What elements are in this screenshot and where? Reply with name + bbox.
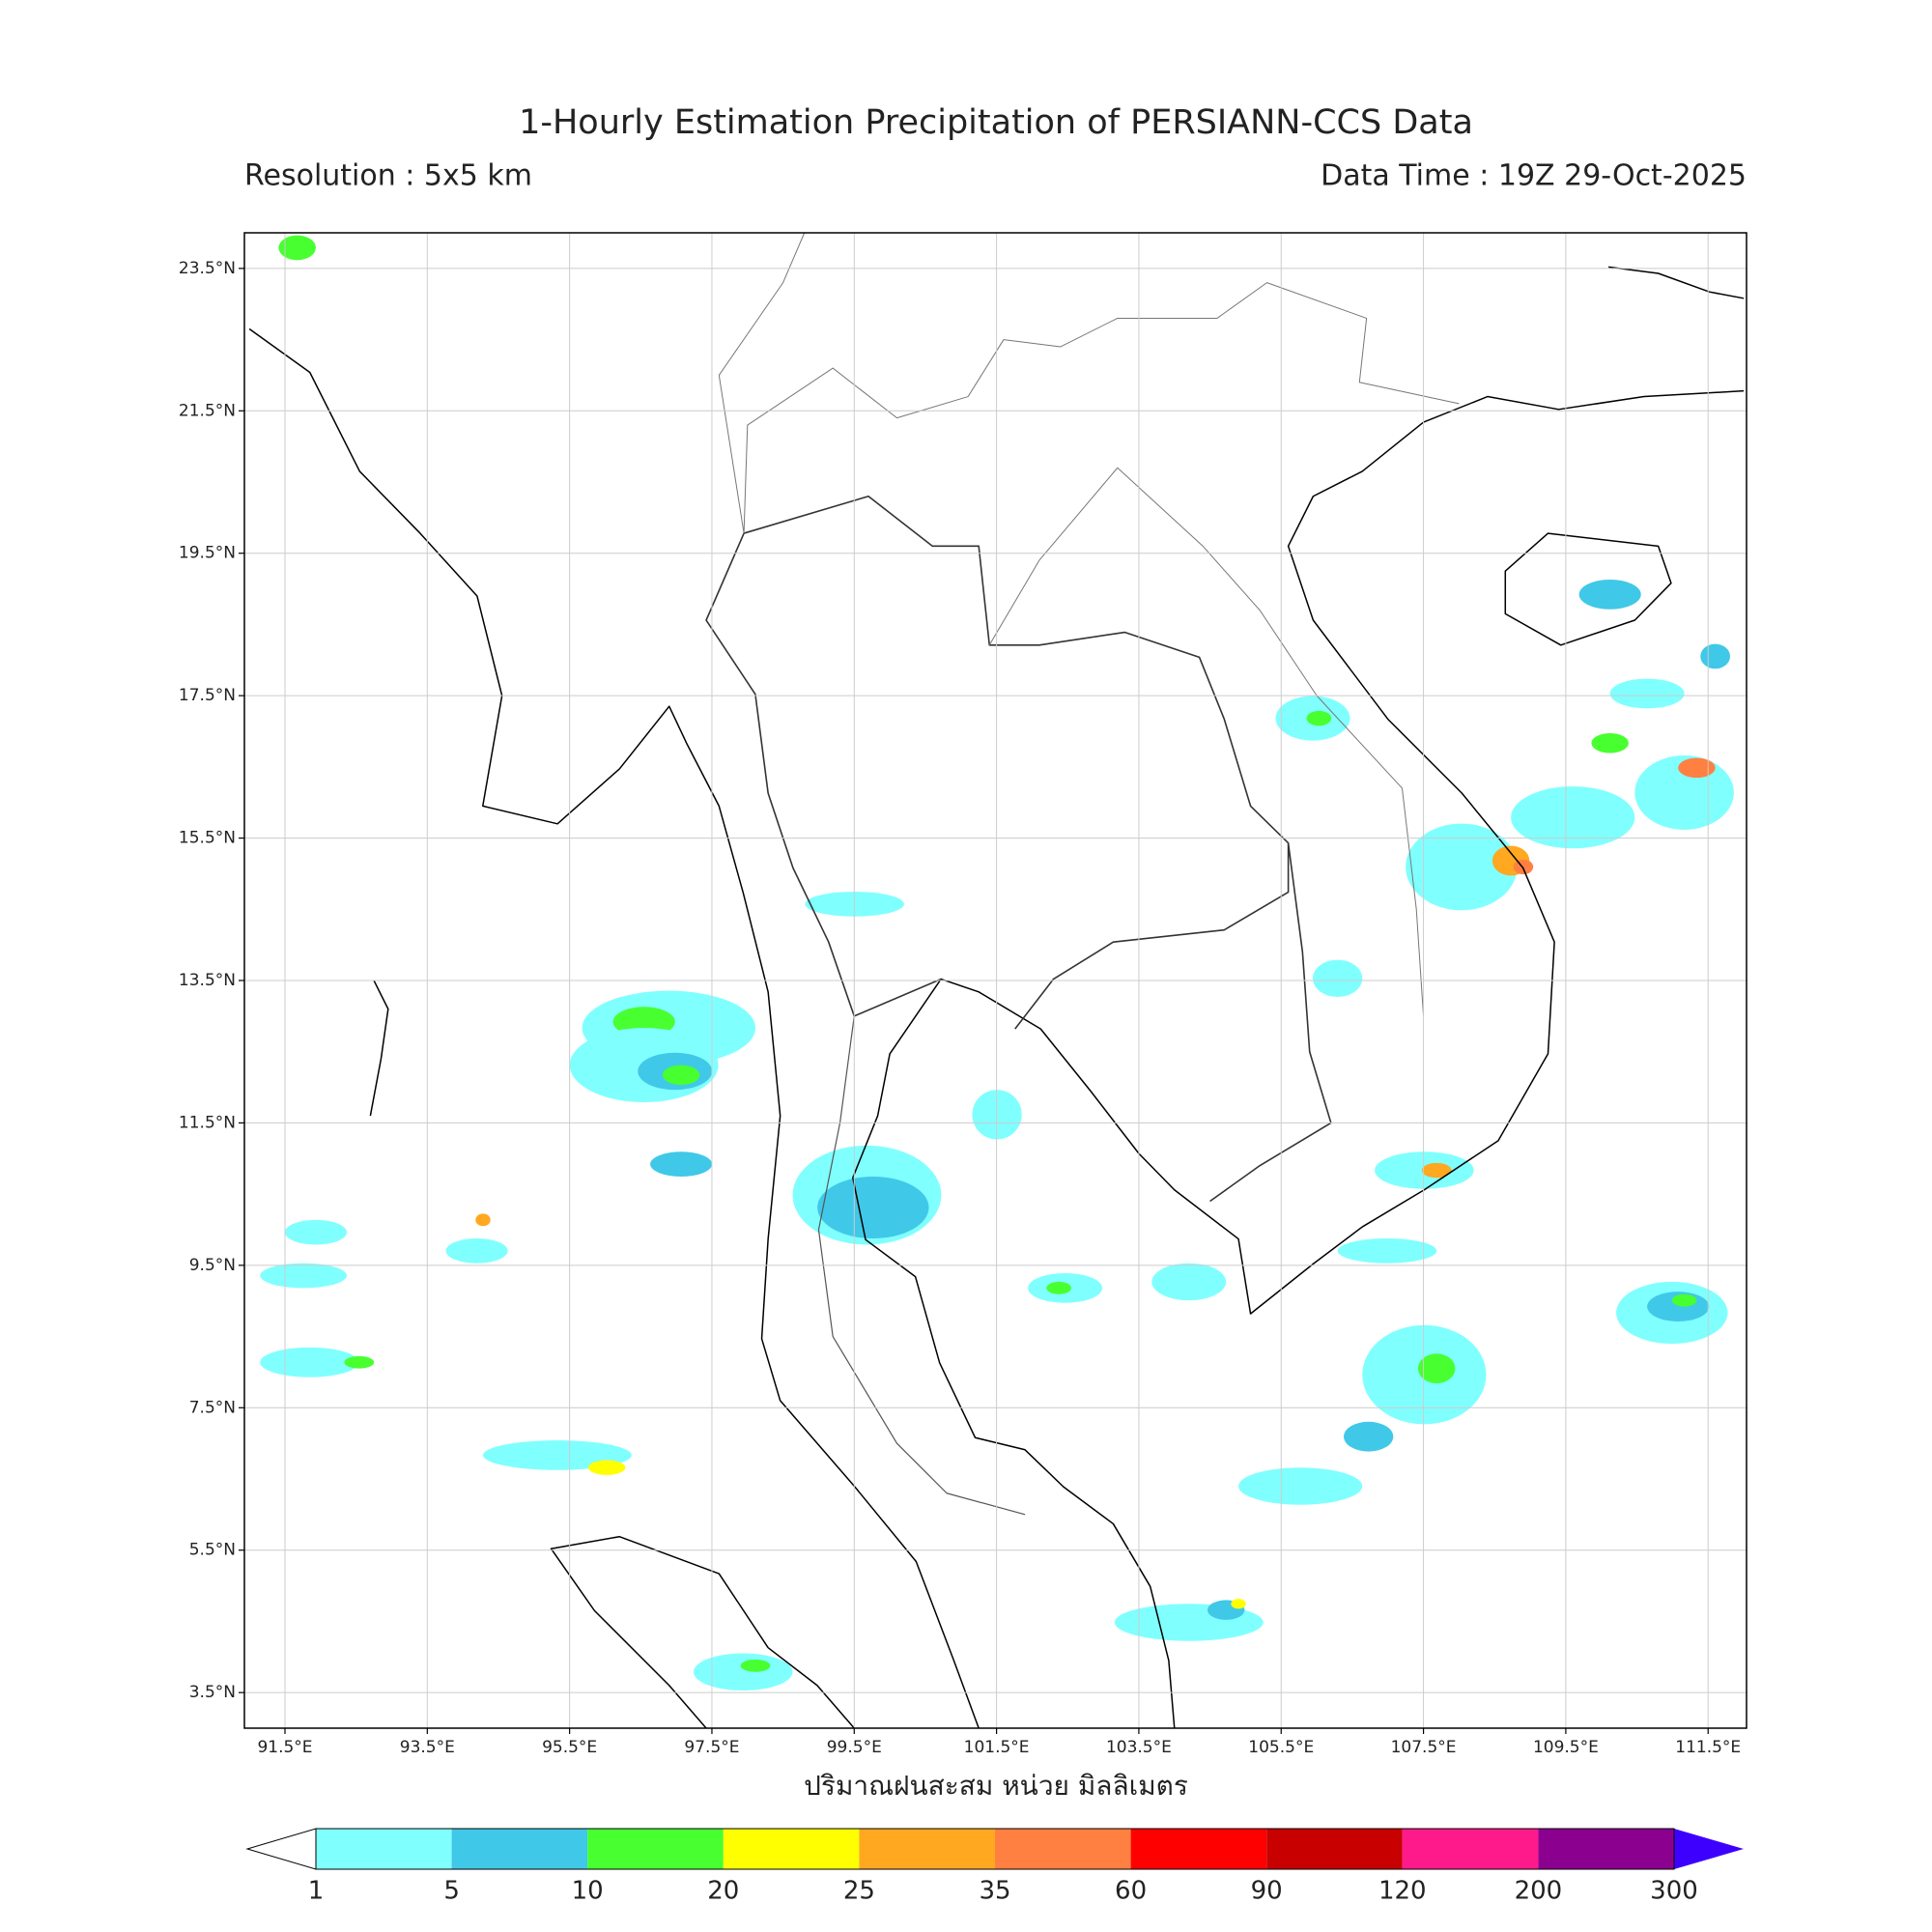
- x-tick-label: 111.5°E: [1675, 1738, 1741, 1757]
- precip-cell: [740, 1659, 771, 1672]
- y-tick-label: 5.5°N: [189, 1541, 236, 1560]
- resolution: Resolution : 5x5 km: [244, 159, 532, 193]
- precip-cell: [1406, 823, 1518, 911]
- colorbar-box: [1130, 1829, 1267, 1869]
- x-tick-label: 109.5°E: [1533, 1738, 1599, 1757]
- y-tick-label: 17.5°N: [179, 686, 236, 705]
- country-border: [1209, 842, 1332, 1203]
- colorbar-label: 35: [979, 1877, 1010, 1906]
- precip-cell: [1337, 1238, 1437, 1264]
- precip-cell: [344, 1355, 375, 1369]
- x-tick-label: 105.5°E: [1248, 1738, 1314, 1757]
- precip-cell: [1231, 1599, 1246, 1609]
- colorbar-label: 200: [1515, 1877, 1563, 1906]
- y-tick-label: 15.5°N: [179, 829, 236, 848]
- country-border: [718, 233, 806, 534]
- precip-cell: [1312, 959, 1363, 998]
- precip-cell: [1578, 580, 1641, 610]
- precip-cell: [1344, 1421, 1394, 1452]
- colorbar-under: [245, 1828, 317, 1870]
- colorbar-label: 300: [1650, 1877, 1698, 1906]
- x-axis-label: ปริมาณฝนสะสม หน่วย มิลลิเมตร: [804, 1770, 1188, 1802]
- coastline: [550, 1535, 855, 1728]
- x-tick-label: 107.5°E: [1391, 1738, 1457, 1757]
- colorbar-label: 1: [308, 1877, 325, 1906]
- colorbar-box: [587, 1829, 724, 1869]
- colorbar-label: 10: [572, 1877, 604, 1906]
- x-tick-label: 97.5°E: [684, 1738, 739, 1757]
- y-tick-label: 7.5°N: [189, 1398, 236, 1417]
- precip-cell: [1511, 786, 1635, 849]
- colorbar-box: [1538, 1829, 1674, 1869]
- x-tick-label: 101.5°E: [964, 1738, 1030, 1757]
- colorbar-box: [1402, 1829, 1539, 1869]
- y-tick-label: 19.5°N: [179, 544, 236, 563]
- y-tick-label: 21.5°N: [179, 401, 236, 420]
- colorbar-box: [859, 1829, 995, 1869]
- x-tick-label: 93.5°E: [400, 1738, 455, 1757]
- colorbar-label: 20: [707, 1877, 739, 1906]
- colorbar-box: [1266, 1829, 1403, 1869]
- colorbar-frame: [315, 1828, 1675, 1870]
- precip-cell: [284, 1219, 347, 1245]
- precip-cell: [587, 1460, 626, 1475]
- precip-cell: [1417, 1353, 1456, 1384]
- colorbar-box: [723, 1829, 860, 1869]
- colorbar-label: 120: [1378, 1877, 1427, 1906]
- plot-area: [248, 233, 1745, 1728]
- y-tick-label: 23.5°N: [179, 259, 236, 278]
- plot-frame: [243, 232, 1747, 1729]
- colorbar-label: 5: [443, 1877, 460, 1906]
- coastline: [1608, 266, 1745, 299]
- x-tick-label: 91.5°E: [257, 1738, 312, 1757]
- coastline: [248, 327, 980, 1728]
- precip-cell: [650, 1151, 713, 1177]
- precip-cell: [445, 1238, 508, 1264]
- precip-cell: [475, 1213, 491, 1227]
- precip-cell: [693, 1653, 793, 1691]
- colorbar-label: 60: [1115, 1877, 1147, 1906]
- coastline: [1504, 532, 1672, 646]
- precip-cell: [1238, 1467, 1363, 1505]
- precip-cell: [1678, 757, 1716, 779]
- country-border: [743, 282, 1460, 534]
- y-tick-label: 9.5°N: [189, 1256, 236, 1275]
- precip-cell: [817, 1176, 929, 1239]
- colorbar-over: [1674, 1829, 1744, 1869]
- precip-cell: [1046, 1281, 1071, 1294]
- precip-cell: [662, 1065, 700, 1086]
- coastline: [852, 389, 1745, 1728]
- precip-cell: [1591, 732, 1629, 753]
- precip-cell: [1671, 1293, 1697, 1307]
- country-border: [988, 467, 1425, 1016]
- data-time: Data Time : 19Z 29-Oct-2025: [1321, 159, 1747, 193]
- colorbar-label: 25: [843, 1877, 875, 1906]
- precip-cell: [1700, 643, 1731, 669]
- colorbar-box: [316, 1829, 452, 1869]
- precip-cell: [1151, 1263, 1227, 1301]
- x-tick-label: 99.5°E: [827, 1738, 882, 1757]
- x-tick-label: 95.5°E: [542, 1738, 597, 1757]
- y-tick-label: 13.5°N: [179, 971, 236, 990]
- colorbar-label: 90: [1251, 1877, 1283, 1906]
- y-tick-label: 3.5°N: [189, 1683, 236, 1702]
- precip-cell: [278, 235, 316, 261]
- precip-cell: [1609, 678, 1685, 709]
- x-tick-label: 103.5°E: [1106, 1738, 1172, 1757]
- coastline: [369, 980, 389, 1117]
- country-border: [705, 495, 1290, 1030]
- colorbar-box: [995, 1829, 1131, 1869]
- precip-cell: [1513, 859, 1534, 875]
- precip-cell: [1306, 710, 1332, 726]
- colorbar-box: [451, 1829, 588, 1869]
- precip-cell: [1421, 1162, 1452, 1179]
- map-title: 1-Hourly Estimation Precipitation of PER…: [519, 103, 1473, 142]
- y-tick-label: 11.5°N: [179, 1113, 236, 1132]
- precip-cell: [260, 1263, 347, 1289]
